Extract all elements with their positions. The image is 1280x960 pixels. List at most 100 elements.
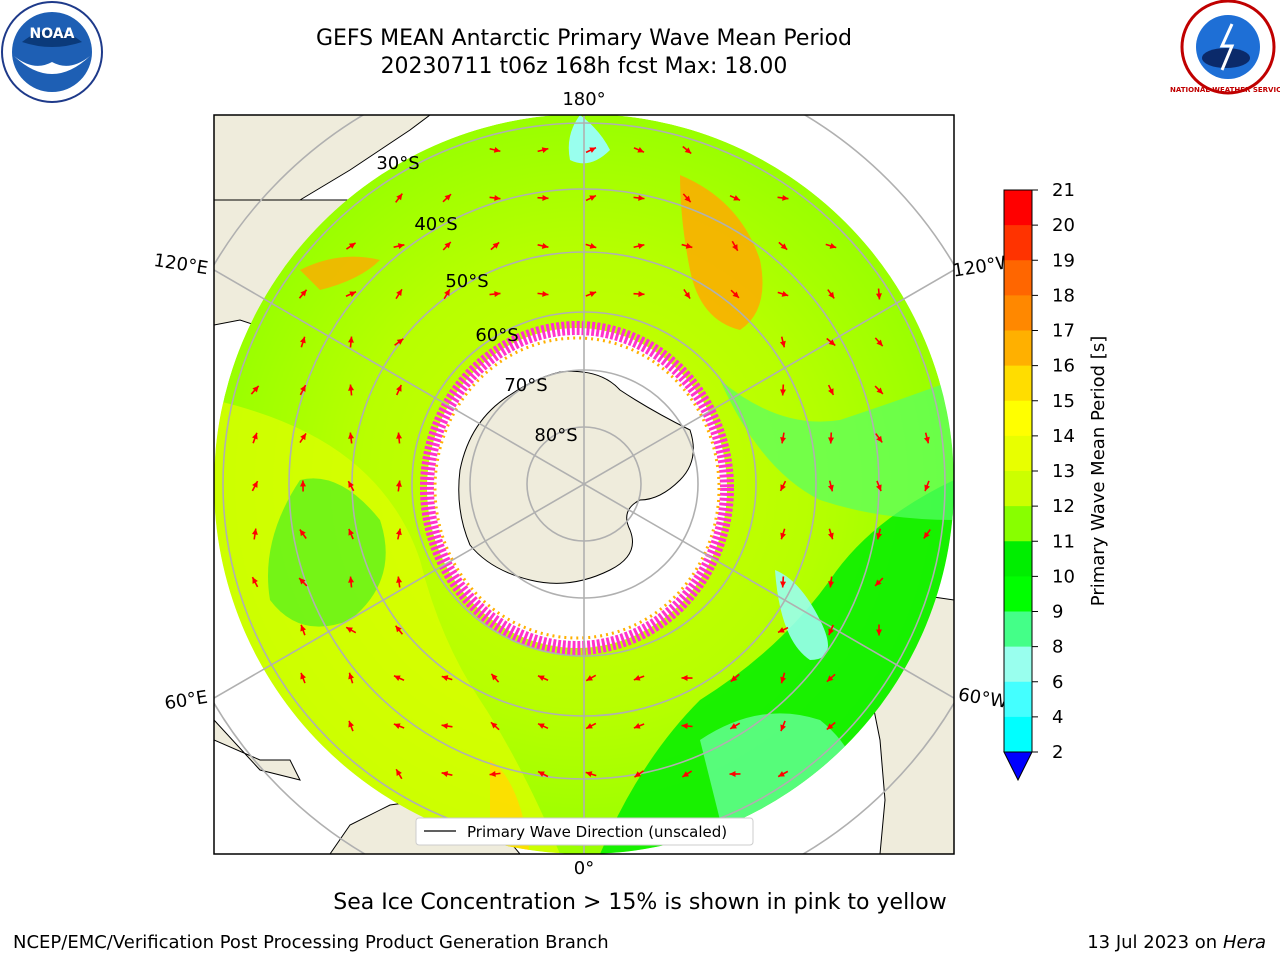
direction-arrow bbox=[779, 336, 786, 348]
direction-arrow bbox=[777, 290, 789, 297]
colorbar-segment bbox=[1004, 365, 1032, 402]
direction-arrow bbox=[252, 432, 258, 444]
direction-arrow bbox=[633, 194, 645, 201]
direction-arrow bbox=[780, 384, 787, 396]
direction-arrow bbox=[348, 720, 354, 732]
direction-arrow bbox=[347, 480, 355, 492]
direction-arrow bbox=[924, 480, 930, 492]
chart-subtitle: 20230711 t06z 168h fcst Max: 18.00 bbox=[380, 54, 788, 79]
direction-arrow bbox=[345, 242, 357, 250]
direction-arrow bbox=[299, 336, 306, 348]
direction-arrow bbox=[828, 576, 835, 588]
direction-arrow bbox=[681, 675, 693, 682]
direction-arrow bbox=[537, 290, 549, 297]
lat-label-70s: 70°S bbox=[504, 375, 547, 396]
colorbar-segment bbox=[1004, 295, 1032, 331]
direction-arrow bbox=[490, 721, 500, 731]
direction-arrow bbox=[875, 433, 883, 443]
direction-arrow bbox=[299, 432, 307, 444]
direction-arrow bbox=[585, 146, 597, 154]
direction-arrow bbox=[345, 626, 357, 634]
direction-arrow bbox=[251, 480, 259, 492]
direction-arrow bbox=[826, 673, 836, 683]
colorbar-segment bbox=[1004, 225, 1032, 261]
map-frame bbox=[213, 114, 955, 855]
direction-arrow bbox=[347, 336, 354, 348]
direction-arrow bbox=[348, 528, 354, 540]
direction-arrow bbox=[633, 147, 645, 153]
colorbar-tick-label: 19 bbox=[1052, 250, 1075, 271]
direction-arrow bbox=[489, 770, 501, 777]
direction-arrow bbox=[442, 241, 452, 251]
direction-arrow bbox=[396, 432, 403, 444]
direction-arrow bbox=[394, 338, 404, 346]
colorbar-segment bbox=[1004, 681, 1032, 718]
colorbar-tick-label: 4 bbox=[1052, 707, 1063, 728]
colorbar-tick-label: 12 bbox=[1052, 496, 1075, 517]
lon-label-60e: 60°E bbox=[163, 687, 209, 715]
direction-arrow bbox=[729, 722, 741, 730]
footer-date-text: 13 Jul 2023 on bbox=[1087, 932, 1223, 953]
direction-arrow bbox=[827, 289, 835, 299]
lat-label-50s: 50°S bbox=[445, 271, 488, 292]
lon-label-180: 180° bbox=[562, 89, 605, 110]
direction-arrow bbox=[827, 528, 834, 540]
direction-arrow bbox=[537, 147, 549, 154]
direction-arrow bbox=[874, 385, 884, 395]
direction-arrow bbox=[633, 723, 645, 729]
lat-label-80s: 80°S bbox=[534, 425, 577, 446]
direction-arrow bbox=[682, 145, 692, 155]
direction-arrow bbox=[730, 673, 740, 683]
direction-arrow bbox=[441, 675, 453, 682]
direction-arrow bbox=[490, 673, 500, 683]
direction-arrow bbox=[874, 337, 884, 347]
direction-arrow bbox=[828, 432, 835, 444]
direction-arrow bbox=[537, 722, 549, 730]
direction-arrow bbox=[827, 480, 834, 492]
direction-arrow bbox=[875, 288, 882, 300]
colorbar-segment bbox=[1004, 471, 1032, 507]
direction-arrow bbox=[682, 193, 692, 203]
direction-arrow bbox=[537, 194, 549, 201]
colorbar-tick-label: 10 bbox=[1052, 566, 1075, 587]
direction-arrow bbox=[537, 675, 549, 681]
direction-arrow bbox=[681, 770, 693, 778]
direction-arrow bbox=[585, 674, 597, 682]
colorbar-tick-label: 20 bbox=[1052, 215, 1075, 236]
colorbar-tick-label: 18 bbox=[1052, 285, 1075, 306]
direction-arrow bbox=[393, 675, 405, 681]
direction-arrow bbox=[490, 241, 500, 251]
direction-arrow bbox=[874, 577, 884, 587]
colorbar-segment bbox=[1004, 646, 1032, 683]
direction-arrow bbox=[826, 337, 836, 347]
direction-arrow bbox=[395, 193, 403, 203]
colorbar-tick-label: 15 bbox=[1052, 391, 1075, 412]
noaa-logo-text: NOAA bbox=[30, 26, 75, 42]
colorbar-segment bbox=[1004, 330, 1032, 367]
legend-label: Primary Wave Direction (unscaled) bbox=[467, 823, 727, 841]
direction-arrow bbox=[827, 384, 835, 396]
direction-arrow bbox=[537, 770, 549, 778]
lon-label-0: 0° bbox=[574, 858, 594, 879]
direction-arrow bbox=[585, 722, 597, 730]
map-legend: Primary Wave Direction (unscaled) bbox=[415, 817, 754, 846]
colorbar-extend-arrow bbox=[1003, 751, 1033, 782]
direction-arrow bbox=[298, 289, 308, 299]
colorbar-tick-label: 17 bbox=[1052, 321, 1075, 342]
direction-arrow bbox=[729, 770, 741, 777]
direction-arrow bbox=[251, 528, 258, 540]
direction-arrow bbox=[780, 528, 787, 540]
direction-arrow bbox=[876, 528, 883, 540]
lat-label-30s: 30°S bbox=[376, 153, 419, 174]
direction-arrow bbox=[681, 723, 693, 730]
direction-arrow bbox=[251, 576, 259, 588]
direction-arrow bbox=[395, 528, 402, 540]
direction-arrow bbox=[585, 771, 597, 778]
colorbar-segment bbox=[1004, 400, 1032, 437]
direction-arrow bbox=[250, 385, 260, 395]
direction-arrow bbox=[348, 384, 355, 396]
direction-arrow bbox=[585, 194, 597, 202]
colorbar-segment bbox=[1004, 716, 1032, 753]
colorbar: 21 20 19 18 17 16 15 14 13 12 11 10 9 8 6 4 2 bbox=[1003, 180, 1075, 782]
